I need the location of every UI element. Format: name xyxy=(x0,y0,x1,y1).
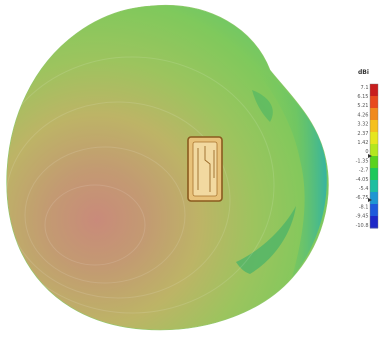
colorbar-ticks: 7.1 6.15 5.21 4.26 3.32 2.37 1.42 0 -1.35 -2.7 -4.… xyxy=(356,85,369,229)
colorbar-segment xyxy=(370,180,378,193)
colorbar-segment xyxy=(370,216,378,229)
colorbar-unit: dBi xyxy=(358,69,369,76)
colorbar-tick-label: -2.7 xyxy=(359,168,369,174)
lobe-rim-shading xyxy=(250,62,327,278)
colorbar-tick-label: 0 xyxy=(365,149,368,155)
colorbar-tick-label: 7.1 xyxy=(361,85,369,91)
device-trace xyxy=(197,146,215,192)
colorbar-tick-label: -1.35 xyxy=(356,158,369,164)
colorbar-segment xyxy=(370,84,378,97)
colorbar-segment xyxy=(370,168,378,181)
lower-side-fold xyxy=(236,206,296,274)
colorbar-tick-label: -6.75 xyxy=(356,195,369,201)
colorbar-segment xyxy=(370,192,378,205)
colorbar-tick-label: 3.32 xyxy=(357,122,368,128)
colorbar-tick-label: 1.42 xyxy=(357,140,368,146)
main-lobe-shape xyxy=(6,4,329,331)
colorbar-tick-label: -8.1 xyxy=(359,204,369,210)
colorbar-tick-label: 5.21 xyxy=(357,103,368,109)
colorbar-segment xyxy=(370,96,378,109)
colorbar-tick-label: 6.15 xyxy=(357,94,368,100)
colorbar-tick-label: -10.8 xyxy=(356,223,369,229)
colorbar-segment xyxy=(370,156,378,169)
colorbar-segment xyxy=(370,144,378,157)
antenna-device xyxy=(187,136,223,202)
device-inner-panel xyxy=(192,141,218,197)
colorbar-tick-label: -9.45 xyxy=(356,214,369,220)
colorbar-tick-label: 2.37 xyxy=(357,131,368,137)
upper-side-fold xyxy=(252,90,273,122)
colorbar-marker-upper xyxy=(368,154,372,158)
colorbar-tick-label: -4.05 xyxy=(356,177,369,183)
colorbar-gradient xyxy=(370,84,378,229)
colorbar-segment xyxy=(370,108,378,121)
pattern-lobe xyxy=(0,4,329,331)
colorbar-tick-label: -5.4 xyxy=(359,186,369,192)
colorbar-segment xyxy=(370,204,378,217)
contour-lines xyxy=(0,56,275,314)
colorbar-tick-label: 4.26 xyxy=(357,112,368,118)
colorbar-marker-lower xyxy=(368,198,372,202)
colorbar-segment xyxy=(370,120,378,133)
colorbar-segment xyxy=(370,132,378,145)
